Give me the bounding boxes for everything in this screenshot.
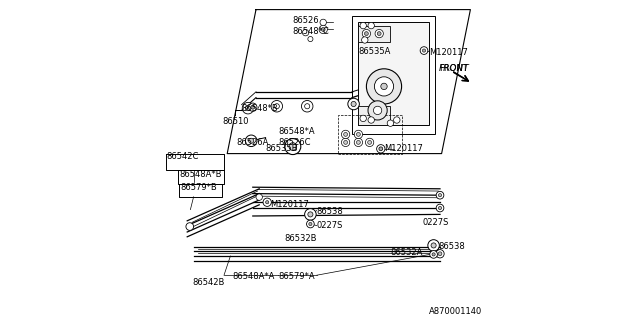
Circle shape [378,32,381,36]
Circle shape [374,77,394,96]
Bar [338,115,402,154]
Circle shape [362,29,371,38]
Text: 86542C: 86542C [166,152,199,161]
Circle shape [431,243,436,248]
Circle shape [376,145,385,153]
Circle shape [248,138,253,143]
Text: 86535A: 86535A [358,47,391,56]
Circle shape [249,103,257,111]
Circle shape [305,104,310,109]
Bar [358,22,429,125]
Text: 86538: 86538 [438,242,465,251]
Circle shape [368,117,374,123]
Circle shape [271,100,283,112]
Text: 86532B: 86532B [285,234,317,243]
Circle shape [438,194,442,197]
Circle shape [243,102,253,114]
Circle shape [420,47,428,54]
Circle shape [387,120,394,126]
Circle shape [422,49,426,52]
Circle shape [308,222,312,226]
Circle shape [356,140,360,144]
Circle shape [342,130,350,139]
Circle shape [348,98,360,110]
Circle shape [251,105,255,109]
Circle shape [436,204,444,212]
Bar [358,26,390,42]
Text: 86542B: 86542B [192,278,225,287]
Bar [358,106,390,125]
Circle shape [379,147,383,151]
Circle shape [360,115,367,122]
Text: 0227S: 0227S [317,221,343,230]
Circle shape [308,36,313,42]
Circle shape [275,104,280,109]
Text: 86526A: 86526A [237,138,269,147]
Text: M120117: M120117 [270,200,309,209]
Text: 86548A*B: 86548A*B [179,170,221,179]
Circle shape [438,206,442,210]
Text: 86526: 86526 [292,16,319,25]
Circle shape [289,143,296,150]
Text: 0227S: 0227S [422,218,449,227]
Circle shape [432,253,435,256]
Circle shape [355,138,362,147]
Circle shape [367,140,372,144]
Circle shape [394,117,400,123]
Circle shape [368,101,387,120]
Text: 86579*A: 86579*A [278,272,315,281]
Circle shape [374,106,382,115]
Text: 86548A*A: 86548A*A [232,272,275,281]
Circle shape [436,191,444,199]
Circle shape [375,29,383,38]
Text: 86538: 86538 [317,207,344,216]
Text: 86548*B: 86548*B [242,104,278,113]
Circle shape [356,132,360,136]
Circle shape [381,83,387,90]
Circle shape [186,223,194,230]
Circle shape [256,194,262,200]
Text: 86510: 86510 [223,117,249,126]
Circle shape [285,139,301,155]
Circle shape [321,28,325,31]
Circle shape [438,252,442,256]
Circle shape [246,135,257,147]
Circle shape [355,130,362,139]
Text: FRONT: FRONT [439,64,468,73]
Circle shape [365,32,369,36]
Circle shape [319,25,328,34]
Circle shape [344,132,348,136]
Text: 86532A: 86532A [390,248,423,257]
Circle shape [246,106,251,111]
Circle shape [305,209,316,220]
Circle shape [266,201,269,204]
Circle shape [428,240,440,251]
Text: 86548*C: 86548*C [292,28,330,36]
Circle shape [365,138,374,147]
Text: M120117: M120117 [384,144,423,153]
Circle shape [344,140,348,144]
Text: 86526C: 86526C [278,138,311,147]
Circle shape [301,100,313,112]
Circle shape [307,220,314,228]
Circle shape [320,19,326,26]
Text: 86535B: 86535B [266,144,298,153]
Circle shape [263,198,271,206]
Text: A870001140: A870001140 [429,308,482,316]
Text: M120117: M120117 [429,48,468,57]
Circle shape [430,251,438,258]
Circle shape [360,22,367,29]
Text: 86579*B: 86579*B [181,183,218,192]
Circle shape [366,69,402,104]
Bar [352,16,435,134]
Circle shape [342,138,350,147]
Circle shape [362,37,368,43]
Circle shape [303,29,309,36]
Circle shape [308,212,313,217]
Text: 86548*A: 86548*A [278,127,315,136]
Circle shape [436,250,444,258]
Text: FRONT: FRONT [439,64,470,73]
Circle shape [368,22,374,29]
Circle shape [351,101,356,107]
